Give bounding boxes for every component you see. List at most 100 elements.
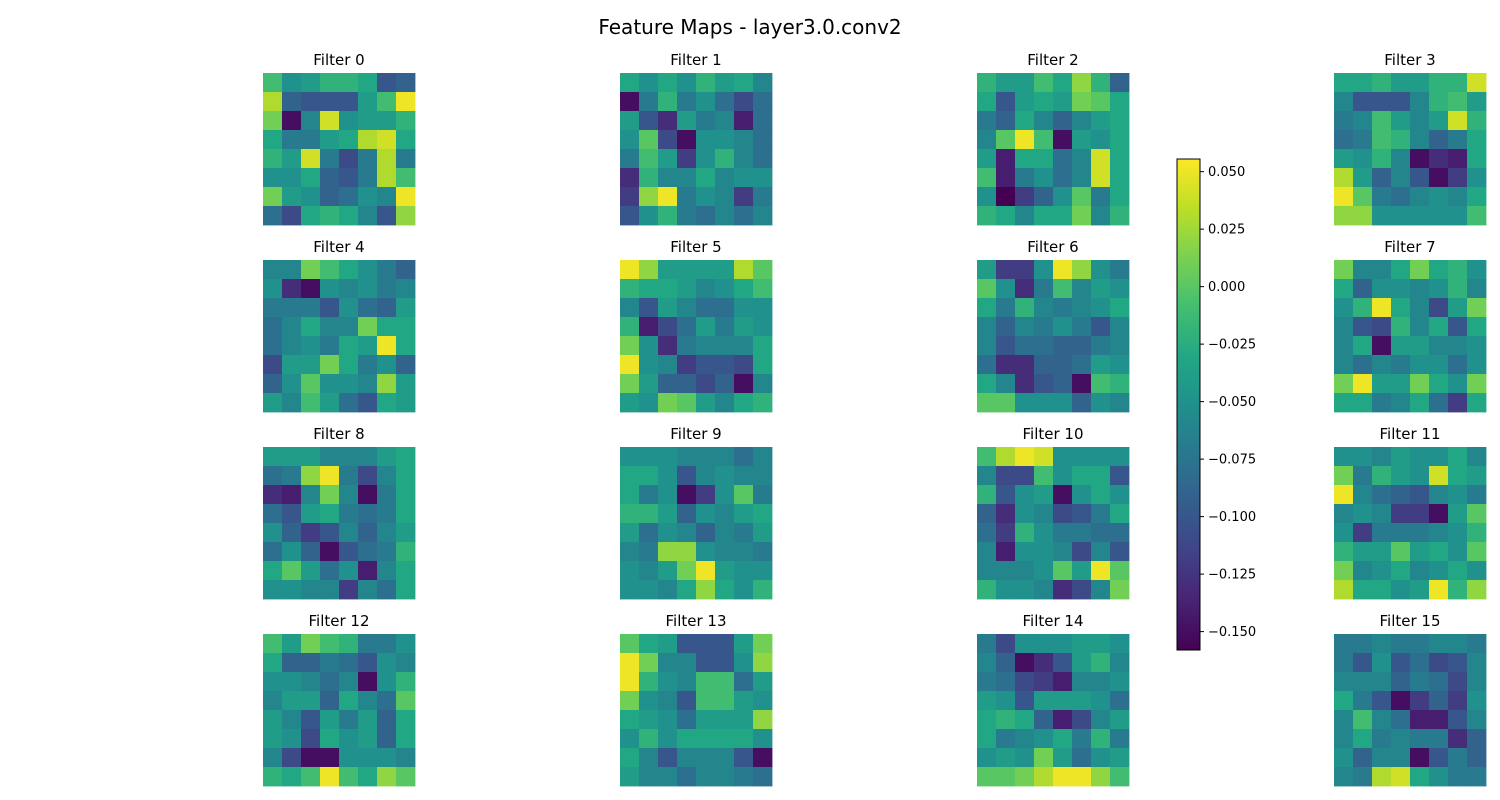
heatmap-cell (1467, 130, 1487, 150)
heatmap-cell (734, 374, 754, 394)
heatmap-cell (1429, 653, 1449, 673)
heatmap-cell (1072, 561, 1092, 581)
heatmap-cell (396, 691, 416, 711)
heatmap-cell (1334, 447, 1354, 467)
heatmap-cell (996, 748, 1016, 768)
heatmap-cell (620, 111, 640, 131)
heatmap-cell (1334, 634, 1354, 654)
heatmap-cell (996, 279, 1016, 299)
heatmap-cell (1467, 580, 1487, 600)
heatmap-cell (996, 298, 1016, 318)
heatmap-cell (377, 206, 397, 226)
heatmap-cell (320, 317, 340, 337)
heatmap-cell (996, 317, 1016, 337)
heatmap-cell (734, 466, 754, 486)
heatmap-cell (1391, 523, 1411, 543)
heatmap-cell (1110, 355, 1130, 375)
heatmap-cell (1410, 73, 1430, 93)
heatmap-cell (1015, 748, 1035, 768)
heatmap-cell (301, 168, 321, 188)
heatmap-cell (1391, 92, 1411, 112)
heatmap-cell (1034, 691, 1054, 711)
heatmap-cell (696, 149, 716, 169)
heatmap-cell (301, 691, 321, 711)
heatmap-cell (696, 279, 716, 299)
heatmap-cell (753, 561, 773, 581)
heatmap-cell (1334, 298, 1354, 318)
heatmap-cell (320, 729, 340, 749)
heatmap-cell (1391, 580, 1411, 600)
heatmap-cell (358, 355, 378, 375)
heatmap-cell (715, 691, 735, 711)
heatmap-cell (282, 111, 302, 131)
heatmap-cell (1410, 447, 1430, 467)
heatmap-cell (1110, 691, 1130, 711)
heatmap-cell (301, 317, 321, 337)
heatmap-cell (734, 187, 754, 207)
heatmap-cell (753, 466, 773, 486)
heatmap-cell (1072, 653, 1092, 673)
heatmap-cell (996, 73, 1016, 93)
heatmap-cell (1034, 279, 1054, 299)
heatmap-cell (358, 653, 378, 673)
heatmap-cell (639, 542, 659, 562)
heatmap-cell (996, 130, 1016, 150)
heatmap-cell (263, 485, 283, 505)
heatmap-cell (677, 748, 697, 768)
heatmap-cell (1091, 187, 1111, 207)
heatmap-cell (1372, 485, 1392, 505)
heatmap-cell (377, 767, 397, 787)
heatmap-cell (1391, 710, 1411, 730)
heatmap-cell (1034, 672, 1054, 692)
heatmap-cell (1372, 130, 1392, 150)
heatmap-cell (377, 523, 397, 543)
heatmap-cell (1429, 523, 1449, 543)
heatmap-cell (639, 523, 659, 543)
heatmap-cell (1334, 374, 1354, 394)
heatmap-cell (1053, 355, 1073, 375)
heatmap-cell (358, 634, 378, 654)
heatmap-cell (301, 447, 321, 467)
heatmap-cell (753, 336, 773, 356)
heatmap-cell (377, 336, 397, 356)
heatmap-cell (715, 374, 735, 394)
heatmap-cell (715, 485, 735, 505)
heatmap-cell (377, 168, 397, 188)
heatmap-cell (715, 634, 735, 654)
heatmap-cell (1353, 260, 1373, 280)
heatmap-cell (1034, 447, 1054, 467)
heatmap-cell (1372, 767, 1392, 787)
heatmap-cell (677, 374, 697, 394)
heatmap-cell (1410, 206, 1430, 226)
heatmap-cell (1448, 111, 1468, 131)
heatmap-cell (301, 561, 321, 581)
heatmap-cell (1353, 580, 1373, 600)
heatmap-cell (301, 187, 321, 207)
heatmap-cell (1015, 355, 1035, 375)
heatmap-cell (1410, 187, 1430, 207)
heatmap-cell (734, 336, 754, 356)
heatmap-cell (1448, 542, 1468, 562)
heatmap-cell (1372, 374, 1392, 394)
heatmap-cell (1353, 317, 1373, 337)
heatmap-cell (677, 92, 697, 112)
heatmap-cell (658, 336, 678, 356)
heatmap-cell (358, 523, 378, 543)
heatmap-cell (396, 279, 416, 299)
heatmap-cell (753, 279, 773, 299)
heatmap-cell (282, 317, 302, 337)
heatmap-cell (1372, 748, 1392, 768)
heatmap-cell (396, 767, 416, 787)
heatmap-cell (1467, 447, 1487, 467)
heatmap-cell (734, 580, 754, 600)
heatmap-cell (282, 149, 302, 169)
heatmap-cell (620, 691, 640, 711)
heatmap-cell (1372, 260, 1392, 280)
heatmap-cell (263, 691, 283, 711)
heatmap-cell (301, 279, 321, 299)
heatmap-cell (1372, 111, 1392, 131)
heatmap-cell (1334, 111, 1354, 131)
heatmap-cell (734, 634, 754, 654)
heatmap-cell (1410, 393, 1430, 413)
heatmap-cell (1410, 561, 1430, 581)
